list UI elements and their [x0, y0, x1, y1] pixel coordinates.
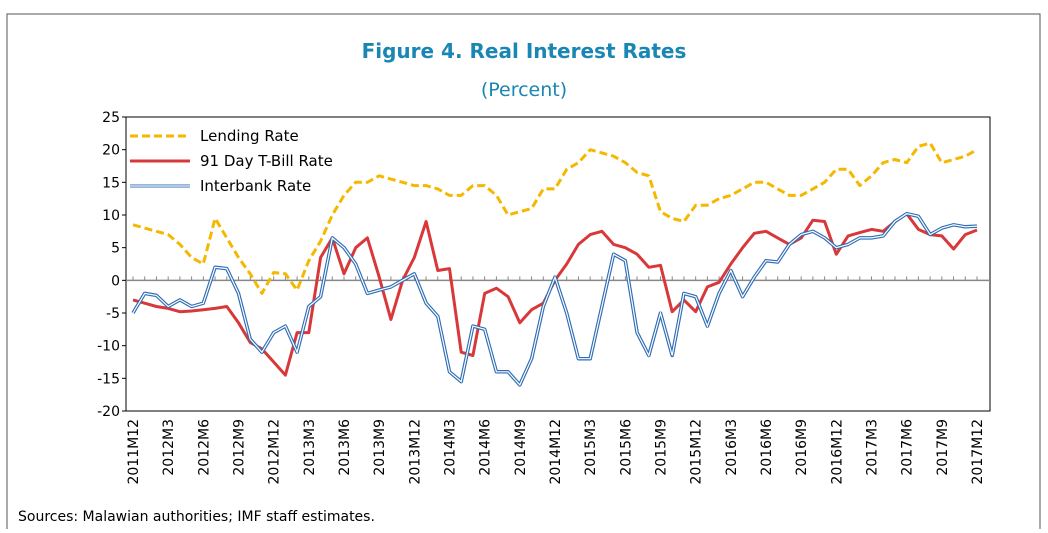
y-tick-label: 15 — [102, 175, 120, 191]
x-tick-label: 2014M9 — [513, 419, 529, 476]
x-tick-label: 2014M3 — [443, 419, 459, 476]
series-line-inner — [132, 213, 978, 386]
series-line — [131, 211, 978, 387]
x-tick-label: 2013M3 — [302, 419, 318, 476]
x-tick-label: 2017M9 — [935, 419, 951, 476]
x-tick-label: 2013M12 — [407, 419, 423, 485]
x-tick-label: 2017M12 — [970, 419, 986, 485]
y-tick-label: -5 — [106, 306, 120, 322]
x-tick-label: 2011M12 — [126, 419, 142, 485]
x-tick-label: 2013M6 — [337, 419, 353, 476]
x-tick-label: 2016M6 — [759, 419, 775, 476]
x-tick-label: 2015M9 — [654, 419, 670, 476]
plot-area — [125, 116, 991, 412]
x-tick-label: 2015M12 — [689, 419, 705, 485]
x-tick-label: 2012M12 — [267, 419, 283, 485]
x-tick-label: 2015M3 — [583, 419, 599, 476]
x-tick-label: 2014M12 — [548, 419, 564, 485]
y-tick-label: 5 — [111, 241, 120, 257]
x-tick-label: 2012M3 — [161, 419, 177, 476]
y-tick-label: -20 — [97, 404, 120, 420]
y-tick-label: 10 — [102, 208, 120, 224]
x-tick-label: 2014M6 — [478, 419, 494, 476]
y-tick-label: 20 — [102, 143, 120, 159]
chart-subtitle: (Percent) — [481, 79, 567, 101]
x-tick-label: 2017M3 — [865, 419, 881, 476]
x-tick-label: 2016M9 — [794, 419, 810, 476]
x-tick-label: 2016M12 — [829, 419, 845, 485]
legend-label: Lending Rate — [200, 127, 299, 145]
legend-label: Interbank Rate — [200, 177, 311, 195]
y-tick-label: -10 — [97, 339, 120, 355]
legend-label: 91 Day T-Bill Rate — [200, 152, 333, 170]
frame — [6, 13, 1041, 529]
y-tick-label: -15 — [97, 371, 120, 387]
x-tick-label: 2012M6 — [196, 419, 212, 476]
y-tick-label: 25 — [102, 110, 120, 126]
x-tick-label: 2016M3 — [724, 419, 740, 476]
chart-title: Figure 4. Real Interest Rates — [362, 39, 687, 63]
x-tick-label: 2015M6 — [618, 419, 634, 476]
x-tick-label: 2017M6 — [900, 419, 916, 476]
x-tick-label: 2012M9 — [232, 419, 248, 476]
source-note: Sources: Malawian authorities; IMF staff… — [18, 509, 375, 525]
x-tick-label: 2013M9 — [372, 419, 388, 476]
y-tick-label: 0 — [111, 273, 120, 289]
series-line — [132, 141, 978, 295]
